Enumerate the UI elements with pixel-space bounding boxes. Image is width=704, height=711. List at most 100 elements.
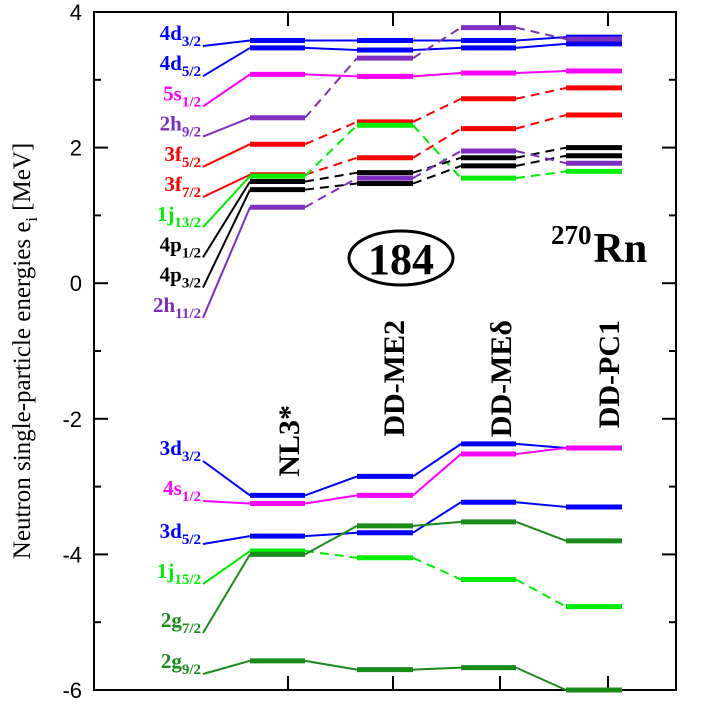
level-connector	[304, 120, 358, 146]
level-j: 5/2	[182, 155, 201, 171]
nucleus-mass: 270	[551, 220, 592, 250]
model-label: NL3*	[273, 405, 306, 477]
level-connector	[412, 164, 462, 185]
level-state: 3d	[160, 519, 183, 543]
level-label: 4p3/2	[160, 263, 201, 292]
level-connector	[202, 550, 251, 585]
nucleus-label: 270Rn	[551, 220, 647, 272]
level-connector	[304, 659, 358, 671]
y-tick-label: -4	[62, 542, 82, 567]
level-label: 4p1/2	[160, 232, 201, 261]
level-j: 5/2	[182, 64, 201, 80]
level-connector	[412, 443, 462, 478]
shell-gap-badge: 184	[347, 229, 455, 287]
level-j: 1/2	[182, 489, 201, 505]
level-j: 7/2	[182, 621, 201, 637]
y-tick-label: 4	[70, 0, 82, 25]
level-connector	[202, 173, 251, 198]
level-connector	[202, 460, 251, 497]
level-connector	[412, 556, 462, 581]
level-connector	[304, 57, 358, 119]
level-label: 4d3/2	[160, 21, 201, 50]
shell-gap-ellipse	[347, 229, 455, 287]
level-j: 9/2	[182, 125, 201, 141]
y-tick-label: -2	[62, 407, 82, 432]
level-state: 1j	[157, 559, 175, 583]
level-connector	[412, 97, 462, 123]
model-label: DD-MEδ	[485, 320, 518, 437]
y-axis-label: Neutron single-particle energies ei [MeV]	[9, 143, 41, 559]
y-tick-label: -6	[62, 678, 82, 703]
level-connector	[515, 42, 567, 49]
level-state: 2g	[161, 608, 183, 632]
level-connector	[412, 156, 462, 174]
y-axis-label-sub: i	[22, 217, 41, 222]
level-state: 4p	[160, 232, 182, 256]
level-connector	[412, 666, 462, 671]
level-j: 5/2	[182, 532, 201, 548]
level-connector	[202, 180, 251, 258]
level-j: 15/2	[174, 572, 201, 588]
level-state: 4d	[160, 51, 183, 75]
level-connector	[515, 170, 567, 180]
level-label: 5s1/2	[163, 81, 201, 110]
level-state: 5s	[163, 81, 182, 105]
level-state: 1j	[157, 202, 175, 226]
level-connector	[304, 475, 358, 497]
level-connector	[304, 550, 358, 559]
level-connector	[304, 182, 358, 191]
level-state: 4d	[160, 21, 183, 45]
level-connector	[515, 520, 567, 542]
axis-ticks	[94, 11, 676, 691]
level-label: 2g7/2	[161, 608, 201, 637]
level-label: 3f5/2	[164, 142, 201, 171]
model-label: DD-ME2	[378, 320, 411, 437]
level-state: 2g	[161, 649, 183, 673]
y-tick-labels: -6 -4 -2 0 2 4	[62, 0, 82, 703]
level-connector	[202, 206, 251, 319]
level-connector	[515, 36, 567, 42]
level-connector	[412, 453, 462, 497]
level-connector	[304, 531, 358, 538]
level-connector	[412, 124, 462, 179]
level-label: 4d5/2	[160, 51, 201, 80]
level-connector	[304, 494, 358, 505]
level-connector	[304, 124, 358, 177]
level-connector	[202, 553, 251, 634]
level-connector	[202, 175, 251, 228]
level-connector	[412, 520, 462, 527]
level-j: 11/2	[175, 306, 201, 322]
y-axis-label-unit: [MeV]	[9, 143, 36, 211]
level-connector	[202, 143, 251, 168]
level-connector	[304, 73, 358, 78]
level-connector	[515, 86, 567, 100]
level-j: 7/2	[182, 185, 201, 201]
level-connector	[515, 442, 567, 449]
level-connector	[412, 150, 462, 179]
level-j: 9/2	[182, 662, 201, 678]
level-connector	[202, 659, 251, 675]
level-connectors	[202, 26, 567, 691]
level-connector	[412, 26, 462, 59]
shell-gap-label: 184	[368, 235, 434, 284]
level-j: 1/2	[182, 94, 201, 110]
level-connector	[515, 69, 567, 75]
level-connector	[515, 154, 567, 167]
model-label: DD-PC1	[593, 320, 626, 428]
level-label: 3d5/2	[160, 519, 201, 548]
level-state: 3f	[164, 142, 183, 166]
level-connector	[304, 525, 358, 556]
level-label: 3d3/2	[160, 436, 201, 465]
level-connector	[515, 150, 567, 165]
level-state: 3f	[164, 172, 183, 196]
level-connector	[515, 666, 567, 691]
level-connector	[202, 47, 251, 78]
level-connector	[304, 46, 358, 51]
level-connector	[202, 535, 251, 545]
level-bars	[250, 25, 622, 693]
level-connector	[202, 116, 251, 138]
y-tick-label: 2	[70, 136, 82, 161]
level-state: 4s	[163, 476, 182, 500]
level-connector	[304, 156, 358, 176]
